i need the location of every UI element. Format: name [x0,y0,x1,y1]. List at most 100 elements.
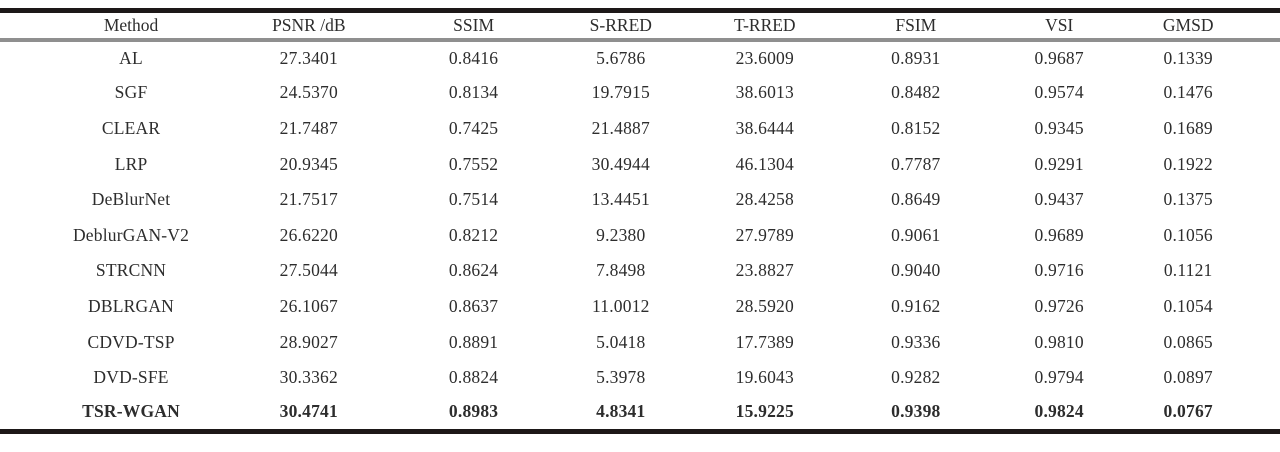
method-cell: CLEAR [101,117,161,138]
value-cell: 27.9789 [735,224,794,245]
value-cell: 26.1067 [279,295,338,316]
value-cell: 0.8637 [448,295,499,316]
value-cell: 0.0767 [1163,401,1213,422]
value-cell: 0.8649 [891,189,941,210]
value-cell: 0.1056 [1163,224,1213,245]
value-cell: 23.8827 [735,260,794,281]
value-cell: 5.0418 [596,331,646,352]
method-cell: DeBlurNet [91,189,171,210]
value-cell: 21.4887 [591,117,650,138]
value-cell: 0.8416 [448,47,499,68]
table-row: DeblurGAN-V2 26.6220 0.8212 9.2380 27.97… [0,217,1280,253]
column-header-method: Method [103,14,159,35]
value-cell: 0.9336 [891,331,941,352]
value-cell: 17.7389 [735,331,794,352]
value-cell: 0.7514 [448,189,499,210]
value-cell: 5.3978 [596,367,646,388]
value-cell: 26.6220 [279,224,338,245]
method-cell: CDVD-TSP [87,331,175,352]
value-cell: 0.8152 [891,117,941,138]
value-cell: 19.7915 [591,82,650,103]
table-row-best: TSR-WGAN 30.4741 0.8983 4.8341 15.9225 0… [0,395,1280,431]
column-header-gmsd: GMSD [1162,14,1214,35]
value-cell: 28.9027 [279,331,338,352]
value-cell: 46.1304 [735,153,794,174]
value-cell: 0.1339 [1163,47,1213,68]
table-row: AL 27.3401 0.8416 5.6786 23.6009 0.8931 … [0,40,1280,76]
value-cell: 0.9282 [891,367,941,388]
value-cell: 20.9345 [279,153,338,174]
value-cell: 0.8134 [448,82,499,103]
value-cell: 0.1121 [1163,260,1213,281]
value-cell: 0.1375 [1163,189,1213,210]
value-cell: 0.1922 [1163,153,1213,174]
value-cell: 0.8624 [448,260,499,281]
value-cell: 21.7487 [279,117,338,138]
value-cell: 27.3401 [279,47,338,68]
value-cell: 28.5920 [735,295,794,316]
method-cell: DeblurGAN-V2 [72,224,190,245]
value-cell: 0.1054 [1163,295,1213,316]
value-cell: 27.5044 [279,260,338,281]
header-row: Method PSNR /dB SSIM S-RRED T-RRED FSIM … [0,11,1280,40]
method-cell: STRCNN [95,260,167,281]
value-cell: 0.9040 [891,260,941,281]
value-cell: 38.6013 [735,82,794,103]
value-cell: 0.9726 [1034,295,1084,316]
value-cell: 0.9794 [1034,367,1084,388]
value-cell: 15.9225 [735,401,794,422]
value-cell: 0.9437 [1034,189,1084,210]
column-header-psnr: PSNR /dB [272,14,346,35]
column-header-ssim: SSIM [453,14,495,35]
value-cell: 0.9398 [891,401,941,422]
value-cell: 0.8482 [891,82,941,103]
table-row: DBLRGAN 26.1067 0.8637 11.0012 28.5920 0… [0,289,1280,325]
value-cell: 0.0865 [1163,331,1213,352]
table-row: DeBlurNet 21.7517 0.7514 13.4451 28.4258… [0,182,1280,218]
value-cell: 0.1689 [1163,117,1213,138]
value-cell: 11.0012 [591,295,650,316]
value-cell: 30.4741 [279,401,338,422]
column-header-srred: S-RRED [589,14,652,35]
value-cell: 30.4944 [591,153,650,174]
value-cell: 0.9689 [1034,224,1084,245]
value-cell: 0.8824 [448,367,499,388]
value-cell: 0.7425 [448,117,499,138]
table-row: SGF 24.5370 0.8134 19.7915 38.6013 0.848… [0,75,1280,111]
column-header-trred: T-RRED [733,14,796,35]
value-cell: 0.0897 [1163,367,1213,388]
value-cell: 0.9291 [1034,153,1084,174]
value-cell: 0.9061 [891,224,941,245]
table-row: CLEAR 21.7487 0.7425 21.4887 38.6444 0.8… [0,111,1280,147]
table-row: CDVD-TSP 28.9027 0.8891 5.0418 17.7389 0… [0,324,1280,360]
value-cell: 4.8341 [596,401,646,422]
value-cell: 0.9162 [891,295,941,316]
method-cell: AL [119,47,143,68]
method-cell: DVD-SFE [93,367,169,388]
value-cell: 0.8983 [448,401,499,422]
method-cell: LRP [114,153,148,174]
value-cell: 30.3362 [279,367,338,388]
method-cell: DBLRGAN [88,295,175,316]
column-header-vsi: VSI [1045,14,1074,35]
value-cell: 24.5370 [279,82,338,103]
value-cell: 23.6009 [735,47,794,68]
method-cell: SGF [114,82,148,103]
table-stage: Method PSNR /dB SSIM S-RRED T-RRED FSIM … [0,8,1280,434]
value-cell: 0.9810 [1034,331,1084,352]
method-cell: TSR-WGAN [82,401,180,422]
value-cell: 28.4258 [735,189,794,210]
results-table: Method PSNR /dB SSIM S-RRED T-RRED FSIM … [0,8,1280,434]
value-cell: 0.8212 [448,224,499,245]
value-cell: 0.7787 [891,153,941,174]
table-row: LRP 20.9345 0.7552 30.4944 46.1304 0.778… [0,146,1280,182]
value-cell: 0.8891 [448,331,499,352]
value-cell: 21.7517 [279,189,338,210]
value-cell: 0.9824 [1034,401,1084,422]
value-cell: 7.8498 [596,260,646,281]
table-row: DVD-SFE 30.3362 0.8824 5.3978 19.6043 0.… [0,360,1280,396]
value-cell: 0.1476 [1163,82,1213,103]
value-cell: 0.9687 [1034,47,1084,68]
value-cell: 0.7552 [448,153,499,174]
value-cell: 9.2380 [596,224,646,245]
